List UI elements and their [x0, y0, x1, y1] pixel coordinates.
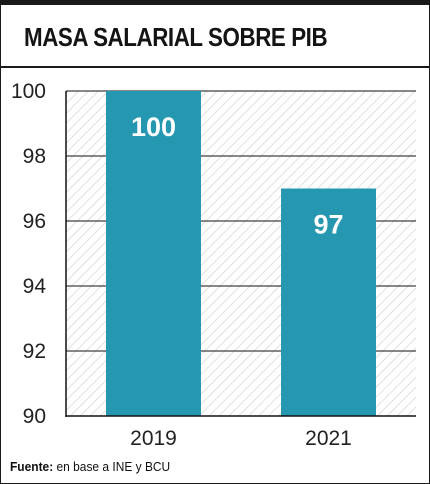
y-tick-label: 94	[23, 275, 47, 298]
bar-chart: 90 92 94 96 98 100 2019 2021 100 97	[11, 80, 416, 450]
title-rule	[0, 66, 430, 68]
y-tick-label: 90	[23, 405, 46, 428]
chart-title: MASA SALARIAL SOBRE PIB	[24, 22, 328, 52]
y-tick-label: 96	[23, 210, 46, 233]
bar	[281, 188, 376, 416]
y-tick-label: 98	[23, 145, 46, 168]
top-rule	[0, 0, 430, 5]
bar	[106, 91, 201, 416]
y-tick-label: 100	[11, 80, 46, 103]
x-tick-label: 2019	[130, 427, 177, 450]
x-tick-label: 2021	[305, 427, 352, 450]
y-tick-label: 92	[23, 340, 46, 363]
source-label: Fuente:	[10, 459, 54, 474]
y-tick-labels: 90 92 94 96 98 100	[11, 80, 46, 428]
axes	[65, 91, 416, 417]
bar-value-label: 100	[131, 112, 176, 142]
data-labels: 100 97	[131, 112, 344, 240]
bars	[106, 91, 376, 416]
x-tick-labels: 2019 2021	[130, 427, 352, 450]
source-text: en base a INE y BCU	[53, 459, 171, 474]
source-note: Fuente: en base a INE y BCU	[10, 459, 170, 474]
bar-value-label: 97	[313, 210, 343, 240]
